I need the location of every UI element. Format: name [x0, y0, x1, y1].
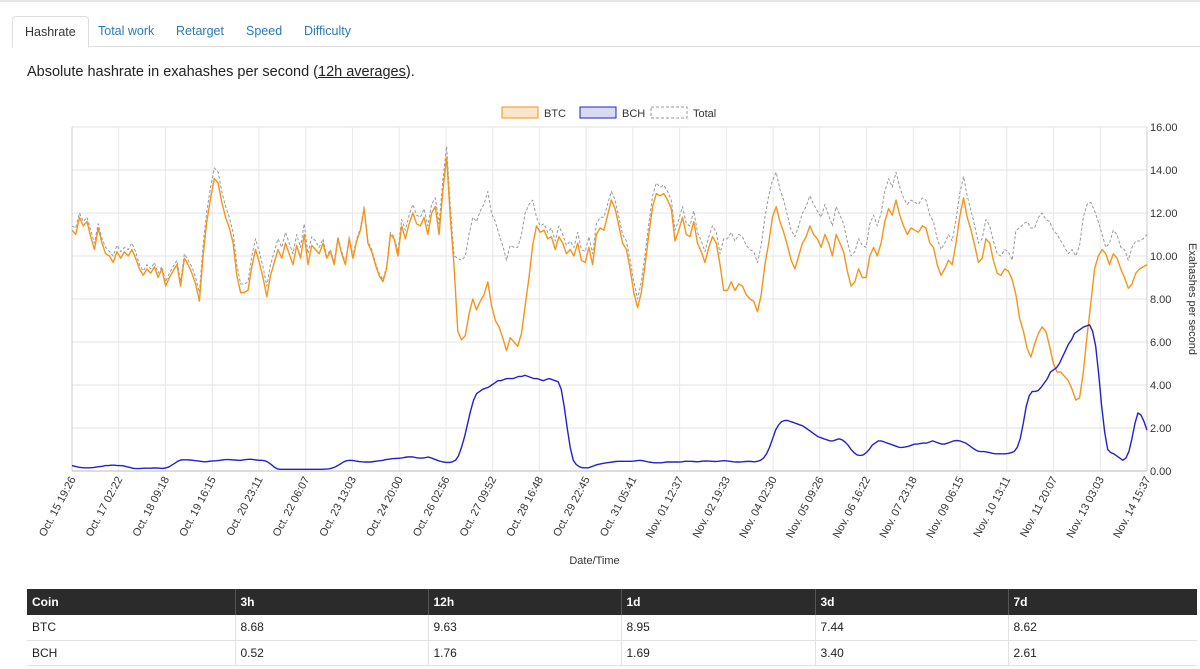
- table-cell: 8.95: [621, 615, 816, 641]
- y-tick-label: 4.00: [1150, 380, 1171, 392]
- x-tick-label: Oct. 28 16:48: [504, 475, 546, 539]
- series-line-btc: [71, 156, 1148, 401]
- description-text: Absolute hashrate in exahashes per secon…: [27, 64, 318, 80]
- y-tick-label: 14.00: [1150, 165, 1178, 177]
- hashrate-table: Coin 3h 12h 1d 3d 7d BTC 8.68 9.63 8.95 …: [27, 589, 1197, 666]
- table-cell: 0.52: [235, 640, 429, 666]
- table-header-cell: 1d: [621, 589, 816, 615]
- x-tick-label: Oct. 23 13:03: [317, 475, 359, 539]
- table-cell: 9.63: [428, 615, 622, 641]
- y-axis-title: Exahashes per second: [1186, 243, 1198, 355]
- y-tick-label: 8.00: [1150, 294, 1171, 306]
- x-tick-label: Oct. 26 02:56: [411, 475, 453, 539]
- x-tick-label: Oct. 15 19:26: [37, 475, 79, 539]
- x-tick-label: Nov. 01 12:37: [644, 475, 686, 540]
- tab-retarget[interactable]: Retarget: [176, 24, 224, 38]
- table-header-cell: 3d: [815, 589, 1009, 615]
- table-cell: BCH: [27, 640, 236, 666]
- x-tick-label: Oct. 31 05:41: [598, 475, 640, 539]
- x-axis-title: Date/Time: [569, 555, 619, 567]
- table-cell: 2.61: [1008, 640, 1197, 666]
- series-line-bch: [71, 324, 1148, 470]
- panel-top-border: [0, 0, 1200, 2]
- x-tick-label: Nov. 04 02:30: [737, 475, 779, 540]
- x-tick-label: Oct. 18 09:18: [131, 475, 173, 539]
- x-tick-label: Nov. 11 20:07: [1018, 475, 1060, 540]
- x-tick-label: Nov. 05 09:26: [784, 475, 826, 540]
- table-cell: 1.69: [621, 640, 816, 666]
- description-end: ).: [405, 64, 415, 80]
- x-tick-label: Oct. 20 23:11: [224, 475, 265, 538]
- y-tick-label: 12.00: [1150, 208, 1178, 220]
- series-line-total: [71, 145, 1148, 300]
- table-header-cell: Coin: [27, 589, 236, 615]
- table-cell: 1.76: [428, 640, 622, 666]
- tab-difficulty[interactable]: Difficulty: [304, 24, 352, 38]
- x-tick-label: Oct. 24 20:00: [364, 475, 406, 539]
- y-tick-label: 16.00: [1150, 122, 1178, 134]
- x-tick-label: Oct. 19 16:15: [177, 475, 219, 539]
- y-tick-label: 6.00: [1150, 337, 1171, 349]
- table-row: BTC 8.68 9.63 8.95 7.44 8.62: [27, 615, 1197, 641]
- legend-label-bch: BCH: [622, 108, 645, 120]
- y-tick-label: 0.00: [1150, 466, 1171, 478]
- legend-swatch-bch: [579, 106, 617, 119]
- x-tick-label: Oct. 29 22:45: [551, 475, 593, 539]
- table-row: BCH 0.52 1.76 1.69 3.40 2.61: [27, 640, 1197, 666]
- x-tick-label: Oct. 17 02:22: [84, 475, 126, 539]
- table-header-row: Coin 3h 12h 1d 3d 7d: [27, 589, 1197, 615]
- tab-bar: Hashrate Total work Retarget Speed Diffi…: [12, 16, 1200, 48]
- averages-link[interactable]: 12h averages: [318, 64, 406, 80]
- x-tick-label: Nov. 09 06:15: [924, 475, 966, 540]
- table-header-cell: 3h: [235, 589, 429, 615]
- table-cell: 8.62: [1008, 615, 1197, 641]
- hashrate-chart: 0.00 2.00 4.00 6.00 8.00 10.00 12.00 14.00 16.00…: [37, 106, 1198, 567]
- x-tick-label: Nov. 06 16:22: [831, 475, 873, 540]
- x-tick-label: Oct. 27 09:52: [458, 475, 500, 539]
- table-header-cell: 12h: [428, 589, 622, 615]
- tab-speed[interactable]: Speed: [246, 24, 283, 38]
- table-cell: 3.40: [815, 640, 1009, 666]
- y-tick-label: 2.00: [1150, 423, 1171, 435]
- x-tick-label: Nov. 07 23:18: [878, 475, 920, 540]
- tab-total-work[interactable]: Total work: [98, 24, 155, 38]
- table-cell: BTC: [27, 615, 236, 641]
- legend-label-total: Total: [693, 108, 716, 120]
- legend-label-btc: BTC: [544, 108, 566, 120]
- chart-description: Absolute hashrate in exahashes per secon…: [27, 64, 415, 80]
- table-header-cell: 7d: [1008, 589, 1197, 615]
- y-tick-label: 10.00: [1150, 251, 1178, 263]
- x-tick-label: Nov. 14 15:37: [1111, 475, 1153, 540]
- table-cell: 7.44: [815, 615, 1009, 641]
- legend-swatch-total: [650, 106, 688, 119]
- x-tick-label: Nov. 13 03:03: [1065, 475, 1107, 540]
- x-tick-label: Nov. 02 19:33: [691, 475, 733, 540]
- tab-hashrate[interactable]: Hashrate: [12, 16, 89, 48]
- x-tick-label: Nov. 10 13:11: [971, 475, 1013, 540]
- x-tick-label: Oct. 22 06:07: [271, 475, 313, 539]
- legend-swatch-btc: [501, 106, 539, 119]
- table-cell: 8.68: [235, 615, 429, 641]
